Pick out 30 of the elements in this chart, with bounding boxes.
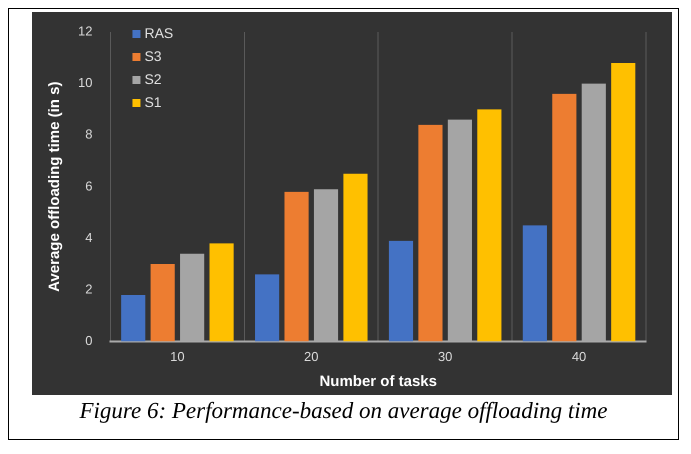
bar (611, 62, 636, 342)
x-tick-label: 40 (572, 348, 586, 364)
x-tick-label: 30 (438, 348, 452, 364)
y-tick-label: 4 (85, 230, 92, 245)
bar (522, 225, 547, 342)
y-tick-label: 10 (78, 75, 92, 90)
bar (388, 240, 414, 342)
y-tick-label: 12 (78, 24, 92, 39)
legend-label: S1 (144, 94, 162, 110)
bar (121, 294, 146, 342)
bar (284, 192, 309, 342)
legend-label: RAS (144, 24, 174, 41)
legend-label: S3 (144, 48, 162, 64)
legend-label: S2 (144, 70, 162, 87)
x-axis-title: Number of tasks (319, 373, 438, 390)
y-axis-title: Average offloading time (in s) (46, 82, 64, 292)
bar (210, 243, 234, 342)
y-tick-label: 0 (85, 332, 92, 348)
bar (477, 109, 502, 342)
x-tick-label: 20 (304, 348, 319, 364)
bar (150, 264, 175, 342)
x-tick-label: 10 (170, 348, 185, 364)
bar (552, 94, 576, 342)
bar (343, 174, 368, 342)
bar (418, 124, 443, 342)
y-tick-label: 2 (85, 281, 92, 296)
y-tick-label: 6 (85, 178, 92, 194)
bar (255, 274, 280, 342)
caption: Figure 6: Performance-based on average offloading time (78, 398, 609, 424)
y-tick-label: 8 (85, 126, 92, 142)
